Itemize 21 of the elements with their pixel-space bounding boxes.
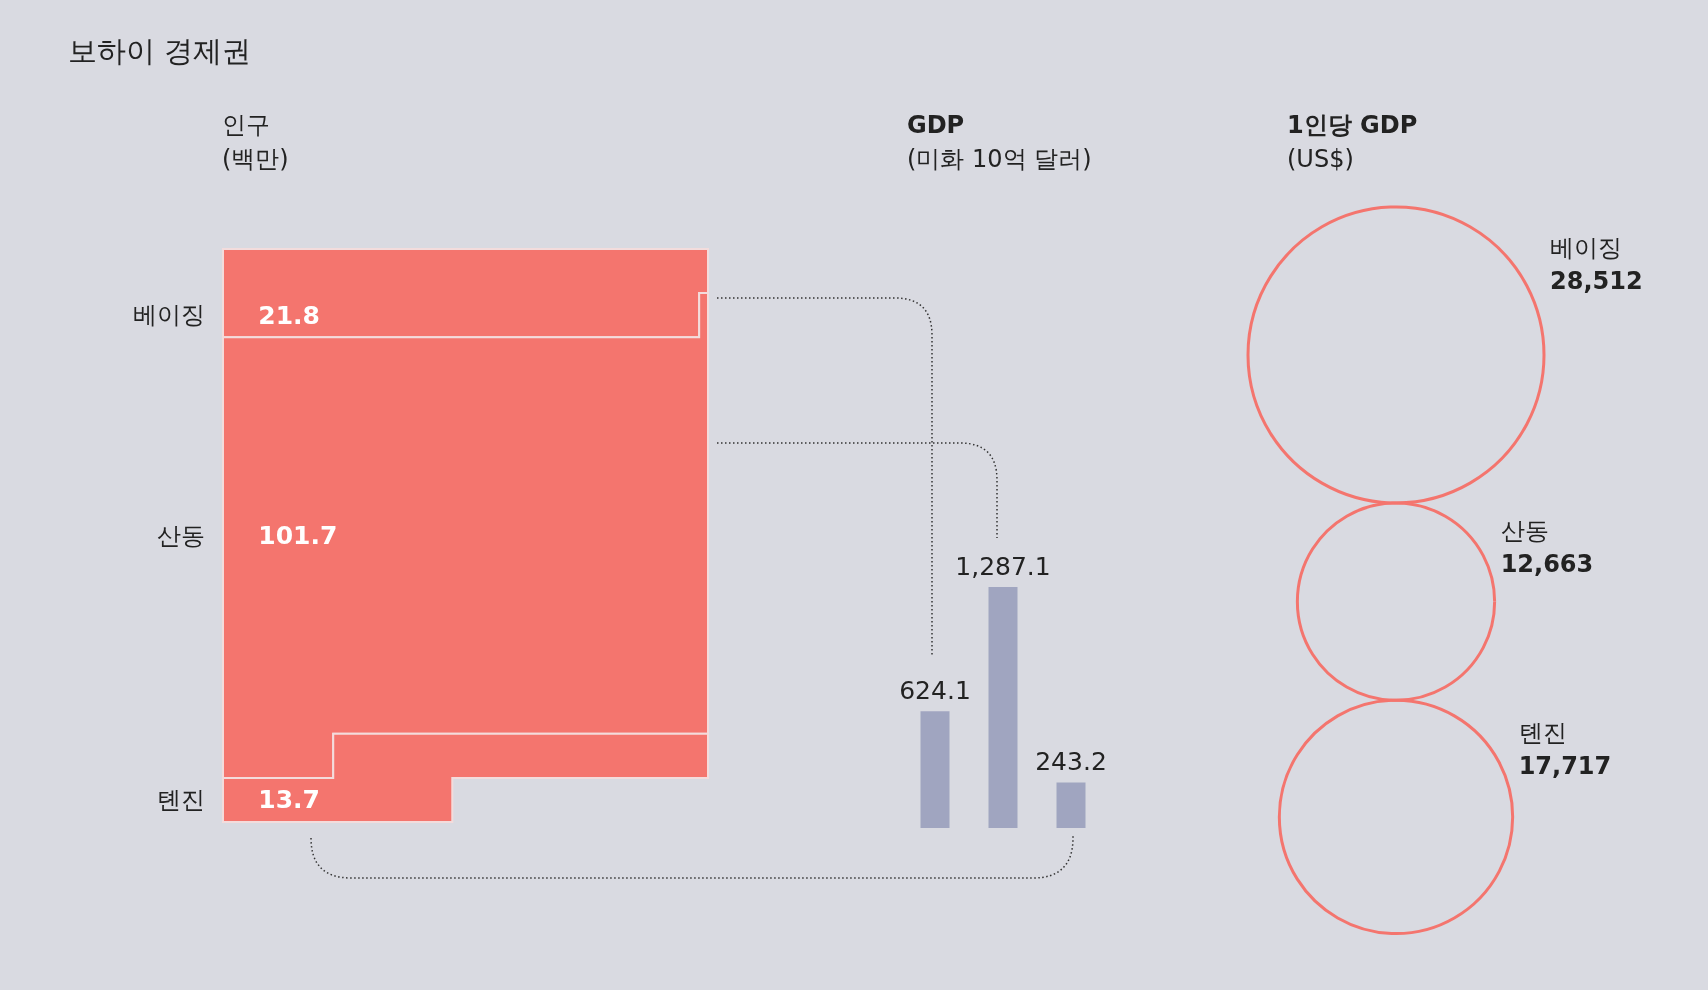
data-label: 12,663 [1500, 549, 1594, 578]
text: 보하이 경제권 [68, 33, 252, 70]
text: (US$) [1287, 144, 1355, 175]
category-label: 산동 [157, 521, 205, 550]
category-label: 베이징 [1550, 234, 1622, 263]
data-label: 13.7 [258, 785, 320, 815]
category-label: 톈진 [1518, 718, 1567, 747]
data-label: 1,287.1 [955, 552, 1051, 581]
data-label: 21.8 [258, 300, 320, 330]
category-label: 산동 [1500, 516, 1549, 545]
text: 1인당 GDP [1287, 111, 1418, 139]
data-label: 17,717 [1518, 751, 1612, 780]
chart-subtitle: (미화 10억 달러) [907, 144, 1092, 175]
data-label: 243.2 [1035, 747, 1107, 777]
text: 인구 (백만) [222, 110, 289, 175]
data-label: 101.7 [258, 521, 338, 550]
chart-title: GDP [907, 111, 965, 139]
category-label: 베이징 [133, 301, 205, 330]
data-label: 624.1 [899, 676, 971, 706]
data-label: 28,512 [1550, 267, 1643, 296]
category-label: 톈진 [157, 785, 205, 814]
